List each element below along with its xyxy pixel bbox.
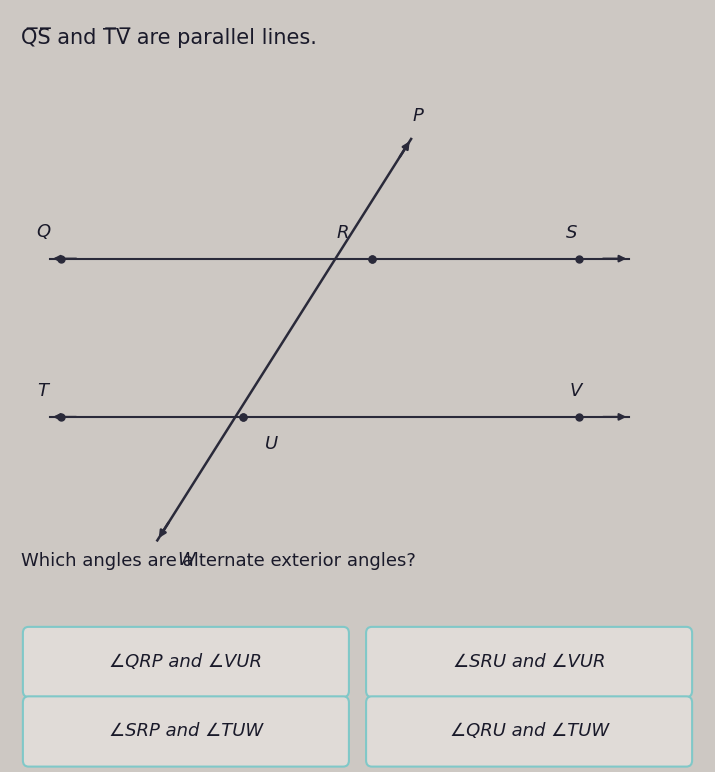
Text: S: S [566, 224, 578, 242]
Text: Which angles are alternate exterior angles?: Which angles are alternate exterior angl… [21, 552, 416, 570]
Text: P: P [413, 107, 424, 125]
Text: Q: Q [36, 222, 50, 241]
Text: Q̅S̅ and T̅V̅ are parallel lines.: Q̅S̅ and T̅V̅ are parallel lines. [21, 27, 317, 48]
Text: V: V [569, 382, 582, 401]
Text: R: R [337, 224, 350, 242]
FancyBboxPatch shape [366, 696, 692, 767]
FancyBboxPatch shape [366, 627, 692, 697]
Text: U: U [265, 435, 278, 453]
Text: T: T [37, 382, 49, 401]
FancyBboxPatch shape [23, 627, 349, 697]
Text: ∠SRU and ∠VUR: ∠SRU and ∠VUR [453, 653, 606, 671]
FancyBboxPatch shape [23, 696, 349, 767]
Text: ∠QRU and ∠TUW: ∠QRU and ∠TUW [450, 723, 608, 740]
Text: ∠SRP and ∠TUW: ∠SRP and ∠TUW [109, 723, 263, 740]
Text: ∠QRP and ∠VUR: ∠QRP and ∠VUR [109, 653, 262, 671]
Text: W: W [177, 550, 194, 569]
